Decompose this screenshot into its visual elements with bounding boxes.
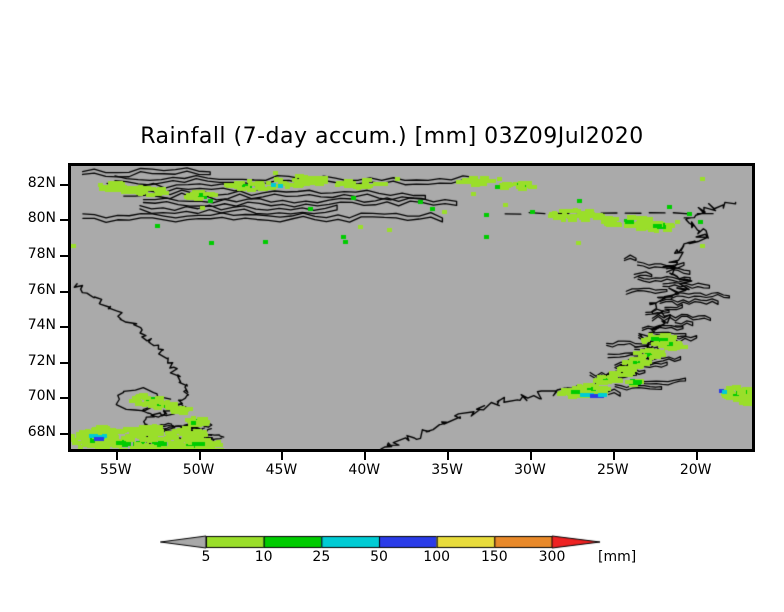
colorbar-tick-label: 150 (480, 549, 508, 565)
longitude-tick-label: 35W (431, 462, 463, 478)
latitude-tick (60, 361, 68, 364)
colorbar-tick-label: 10 (254, 549, 273, 565)
longitude-tick-label: 45W (265, 462, 298, 478)
latitude-tick (60, 219, 68, 222)
longitude-tick (695, 452, 698, 460)
longitude-tick (364, 452, 367, 460)
colorbar-tick-label: 100 (423, 549, 451, 565)
longitude-tick-label: 30W (514, 462, 546, 478)
latitude-tick (60, 326, 68, 329)
colorbar-tick-label: 300 (538, 549, 566, 565)
latitude-tick-label: 76N (27, 281, 56, 298)
map-plot-area[interactable] (68, 163, 755, 452)
longitude-tick (198, 452, 201, 460)
page-title: Rainfall (7-day accum.) [mm] 03Z09Jul202… (140, 124, 644, 149)
longitude-tick-label: 55W (99, 462, 132, 478)
longitude-tick (529, 452, 532, 460)
latitude-tick-label: 74N (27, 317, 56, 334)
colorbar[interactable]: 5 10 25 50 100 150 300 (160, 530, 640, 574)
latitude-tick-label: 78N (27, 245, 56, 262)
latitude-tick (60, 397, 68, 400)
latitude-tick-label: 70N (27, 388, 56, 405)
latitude-tick-label: 80N (27, 210, 56, 227)
longitude-tick (281, 452, 284, 460)
colorbar-swatches (160, 530, 640, 554)
latitude-tick-label: 68N (27, 423, 56, 440)
colorbar-unit-label: [mm] (598, 549, 637, 565)
colorbar-tick-label: 50 (370, 549, 388, 565)
longitude-tick (612, 452, 615, 460)
longitude-tick-label: 20W (679, 462, 712, 478)
colorbar-tick-label: 5 (201, 549, 211, 565)
rainfall-map-canvas (71, 166, 752, 449)
colorbar-tick-label: 25 (312, 549, 331, 565)
longitude-tick-label: 50W (182, 462, 215, 478)
latitude-tick-label: 82N (27, 174, 56, 191)
longitude-tick-label: 25W (596, 462, 629, 478)
longitude-tick-label: 40W (348, 462, 381, 478)
latitude-tick (60, 254, 68, 257)
latitude-tick (60, 290, 68, 293)
latitude-tick-label: 72N (27, 352, 56, 369)
latitude-tick (60, 432, 68, 435)
longitude-tick (447, 452, 450, 460)
latitude-tick (60, 183, 68, 186)
longitude-tick (115, 452, 118, 460)
